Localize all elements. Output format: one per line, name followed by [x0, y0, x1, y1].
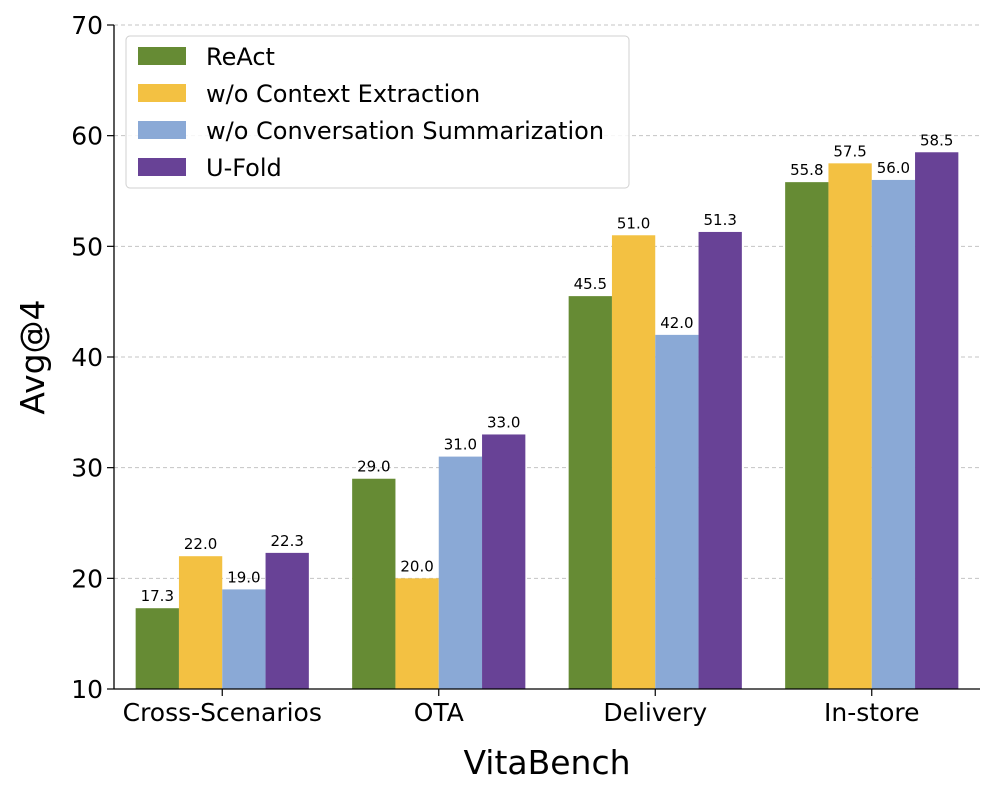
data-label: 29.0 [357, 458, 390, 476]
data-label: 33.0 [487, 413, 520, 431]
bar-layer [135, 152, 959, 690]
bar [698, 231, 742, 690]
bar [568, 296, 612, 689]
data-label: 19.0 [227, 568, 260, 586]
legend-swatch [138, 158, 186, 176]
y-tick-label: 40 [71, 343, 103, 372]
data-label: 22.3 [270, 532, 303, 550]
y-tick-label: 60 [71, 122, 103, 151]
data-label: 56.0 [877, 159, 910, 177]
data-label: 22.0 [184, 535, 217, 553]
bar [222, 589, 266, 689]
legend-label: U-Fold [206, 154, 282, 182]
label-layer: 10 20 30 40 50 60 70 Cross-Scenarios 17.3 22.0 19.… [71, 11, 953, 727]
data-label: 55.8 [790, 161, 823, 179]
bar [828, 163, 872, 690]
bar [655, 334, 699, 689]
legend-frame [125, 35, 630, 189]
bar [871, 179, 916, 689]
data-label: 31.0 [444, 436, 477, 454]
y-tick-label: 10 [71, 675, 103, 704]
y-tick-label: 50 [71, 232, 103, 261]
bar [265, 552, 309, 689]
legend: ReAct w/o Context Extraction w/o Conversat… [125, 35, 630, 189]
bar [785, 182, 829, 689]
legend-label: w/o Conversation Summarization [206, 117, 604, 145]
y-tick-label: 70 [71, 11, 103, 40]
data-label: 51.3 [703, 211, 736, 229]
y-tick-label: 20 [71, 564, 103, 593]
axis-layer [107, 24, 980, 696]
data-label: 17.3 [141, 587, 174, 605]
data-label: 51.0 [617, 214, 650, 232]
data-label: 42.0 [660, 314, 693, 332]
y-axis-title: Avg@4 [13, 299, 52, 414]
legend-swatch [138, 121, 186, 139]
x-tick-label: Delivery [603, 698, 707, 727]
data-label: 57.5 [833, 142, 866, 160]
x-tick-label: Cross-Scenarios [123, 698, 322, 727]
x-tick-label: OTA [414, 698, 464, 727]
bar [135, 608, 179, 689]
bar [915, 152, 959, 689]
data-label: 20.0 [400, 557, 433, 575]
x-axis-title: VitaBench [463, 743, 630, 782]
bar [178, 556, 223, 689]
bar [611, 235, 656, 689]
data-label: 45.5 [574, 275, 607, 293]
bar [438, 456, 483, 689]
bar [395, 578, 439, 689]
bar [352, 478, 396, 689]
data-label: 58.5 [920, 131, 953, 149]
bar [482, 434, 526, 689]
legend-swatch [138, 84, 186, 102]
legend-label: w/o Context Extraction [206, 80, 480, 108]
legend-swatch [138, 47, 186, 65]
x-tick-label: In-store [824, 698, 919, 727]
legend-label: ReAct [206, 43, 275, 71]
y-tick-label: 30 [71, 454, 103, 483]
